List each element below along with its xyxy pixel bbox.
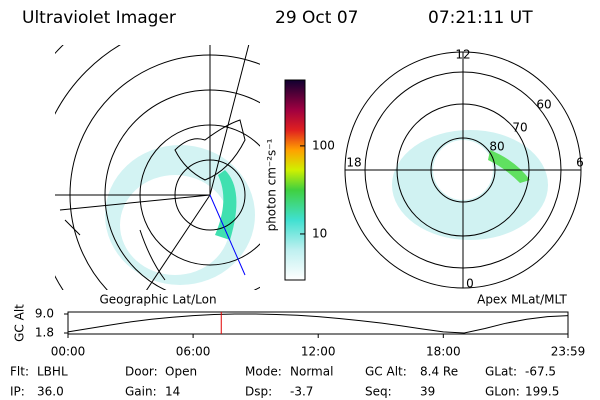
timeline-x-tick-label: 23:59 — [551, 345, 586, 359]
instrument: Ultraviolet Imager — [22, 8, 176, 28]
mlt-label: 6 — [576, 156, 584, 170]
apex-map — [344, 51, 582, 289]
info-label: Seq: — [365, 385, 392, 399]
info-value: 36.0 — [37, 385, 64, 399]
info-value: -3.7 — [290, 385, 313, 399]
info-value: LBHL — [37, 365, 68, 379]
info-value: Normal — [290, 365, 333, 379]
lat-label: 80 — [489, 140, 504, 154]
timeline-frame — [67, 311, 569, 335]
info-value: 39 — [420, 385, 435, 399]
geo-map — [55, 45, 260, 290]
colorbar-tick-label: 100 — [312, 138, 335, 152]
info-value: 8.4 Re — [420, 365, 458, 379]
colorbar-tick-label: 10 — [312, 226, 327, 240]
right-caption: Apex MLat/MLT — [477, 293, 567, 307]
info-value: 199.5 — [525, 385, 559, 399]
info-label: Door: — [125, 365, 158, 379]
timeline-x-tick-label: 18:00 — [426, 345, 461, 359]
left-caption: Geographic Lat/Lon — [99, 293, 216, 307]
altitude-curve — [67, 313, 569, 334]
info-label: GLon: — [485, 385, 520, 399]
info-label: GLat: — [485, 365, 517, 379]
timeline-x-tick-label: 12:00 — [301, 345, 336, 359]
timeline-x-tick-label: 00:00 — [51, 345, 86, 359]
colorbar — [284, 79, 306, 281]
info-value: 14 — [165, 385, 180, 399]
date: 29 Oct 07 — [275, 8, 358, 28]
mlt-label: 18 — [346, 156, 361, 170]
timeline-y-tick-label: 9.0 — [35, 307, 54, 321]
time: 07:21:11 UT — [428, 8, 533, 28]
timeline-x-tick-label: 06:00 — [176, 345, 211, 359]
colorbar-label: photon cm⁻²s⁻¹ — [265, 138, 279, 231]
info-label: IP: — [10, 385, 25, 399]
info-value: Open — [165, 365, 197, 379]
info-label: Flt: — [10, 365, 29, 379]
mlt-label: 0 — [466, 277, 474, 291]
info-label: Gain: — [125, 385, 157, 399]
info-label: Mode: — [245, 365, 282, 379]
info-label: Dsp: — [245, 385, 272, 399]
timeline-y-tick-label: 1.8 — [35, 326, 54, 340]
timeline-y-label: GC Alt — [13, 304, 27, 342]
info-value: -67.5 — [525, 365, 556, 379]
mlt-label: 12 — [455, 48, 470, 62]
lat-label: 70 — [512, 121, 527, 135]
info-label: GC Alt: — [365, 365, 407, 379]
lat-label: 60 — [536, 98, 551, 112]
